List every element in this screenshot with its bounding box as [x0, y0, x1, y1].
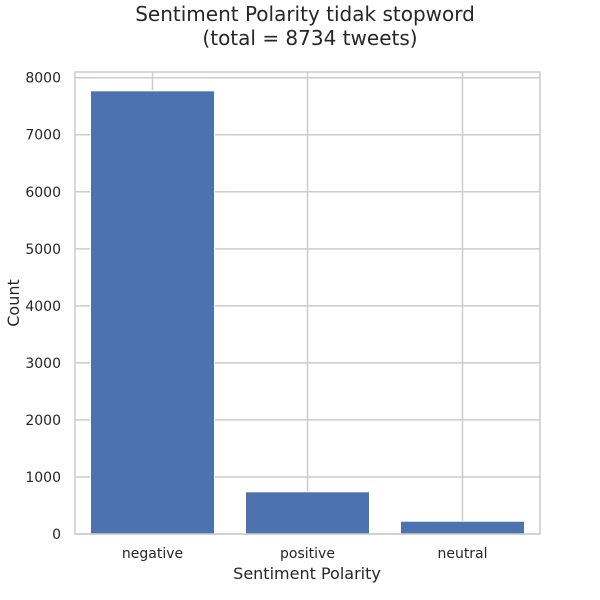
x-tick-label: positive	[280, 546, 335, 562]
chart-subtitle: (total = 8734 tweets)	[202, 26, 417, 50]
plot-frame	[74, 71, 541, 535]
bar-positive	[245, 491, 370, 535]
x-tick-label: negative	[122, 546, 183, 562]
bars	[90, 90, 525, 535]
y-tick-label: 8000	[25, 71, 61, 87]
y-tick-label: 3000	[25, 356, 61, 372]
chart-title: Sentiment Polarity tidak stopword	[135, 2, 475, 26]
y-tick-label: 6000	[25, 185, 61, 201]
y-tick-label: 4000	[25, 299, 61, 315]
y-tick-label: 5000	[25, 242, 61, 258]
x-axis-label: Sentiment Polarity	[233, 564, 381, 583]
y-tick-label: 0	[52, 527, 61, 543]
y-tick-label: 7000	[25, 128, 61, 144]
y-tick-label: 1000	[25, 470, 61, 486]
x-tick-labels: negative positive neutral	[122, 546, 488, 562]
y-tick-label: 2000	[25, 413, 61, 429]
bar-neutral	[400, 520, 525, 535]
bar-negative	[90, 90, 215, 535]
x-tick-label: neutral	[437, 546, 487, 562]
y-tick-labels: 0 1000 2000 3000 4000 5000 6000 7000 8000	[25, 71, 61, 543]
y-axis-label: Count	[4, 279, 23, 327]
